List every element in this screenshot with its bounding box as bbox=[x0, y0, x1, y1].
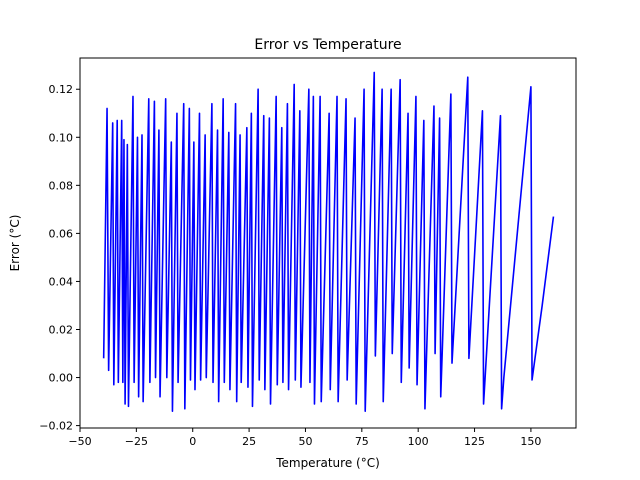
x-tick-label: 50 bbox=[298, 435, 312, 448]
x-tick-label: 25 bbox=[242, 435, 256, 448]
y-tick-label: 0.12 bbox=[49, 83, 74, 96]
x-tick-label: 150 bbox=[520, 435, 541, 448]
y-axis: −0.02 0.00 0.02 0.04 0.06 0.08 0.10 0.12 bbox=[39, 83, 80, 433]
x-tick-label: 75 bbox=[355, 435, 369, 448]
y-tick-label: 0.06 bbox=[49, 227, 74, 240]
y-axis-label: Error (°C) bbox=[8, 215, 22, 272]
chart-title: Error vs Temperature bbox=[254, 37, 401, 53]
y-tick-label: −0.02 bbox=[39, 420, 73, 433]
y-tick-label: 0.02 bbox=[49, 323, 74, 336]
x-tick-label: 0 bbox=[189, 435, 196, 448]
x-tick-label: −25 bbox=[125, 435, 148, 448]
axes-frame bbox=[79, 57, 577, 429]
plot-area bbox=[102, 71, 555, 412]
x-tick-label: −50 bbox=[68, 435, 91, 448]
y-tick-label: 0.10 bbox=[49, 131, 74, 144]
x-tick-label: 100 bbox=[408, 435, 429, 448]
y-tick-label: 0.04 bbox=[49, 275, 74, 288]
x-axis: −50 −25 0 25 50 75 100 125 150 bbox=[68, 428, 541, 448]
x-axis-label: Temperature (°C) bbox=[275, 456, 380, 470]
series-line-0 bbox=[102, 71, 555, 412]
y-tick-label: 0.08 bbox=[49, 179, 74, 192]
x-tick-label: 125 bbox=[464, 435, 485, 448]
y-tick-label: 0.00 bbox=[49, 372, 74, 385]
